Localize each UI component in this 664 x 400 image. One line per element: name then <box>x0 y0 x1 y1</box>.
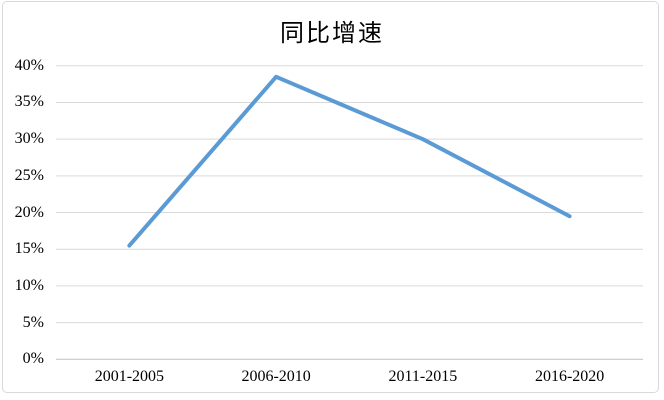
x-tick-label: 2011-2015 <box>388 368 458 385</box>
chart-title: 同比增速 <box>280 21 384 47</box>
y-tick-label: 30% <box>14 130 44 148</box>
y-tick-label: 0% <box>22 350 44 368</box>
series-line <box>127 74 572 248</box>
x-tick-label: 2006-2010 <box>241 368 311 385</box>
y-tick-label: 15% <box>14 240 44 258</box>
y-tick-label: 10% <box>14 276 44 294</box>
y-tick-label: 5% <box>22 313 44 331</box>
y-tick-label: 35% <box>14 93 44 111</box>
y-tick-label: 25% <box>14 166 44 184</box>
x-tick-label: 2016-2020 <box>534 368 605 385</box>
y-tick-label: 40% <box>14 56 44 74</box>
x-tick-label: 2001-2005 <box>94 368 165 385</box>
y-tick-label: 20% <box>14 203 44 221</box>
